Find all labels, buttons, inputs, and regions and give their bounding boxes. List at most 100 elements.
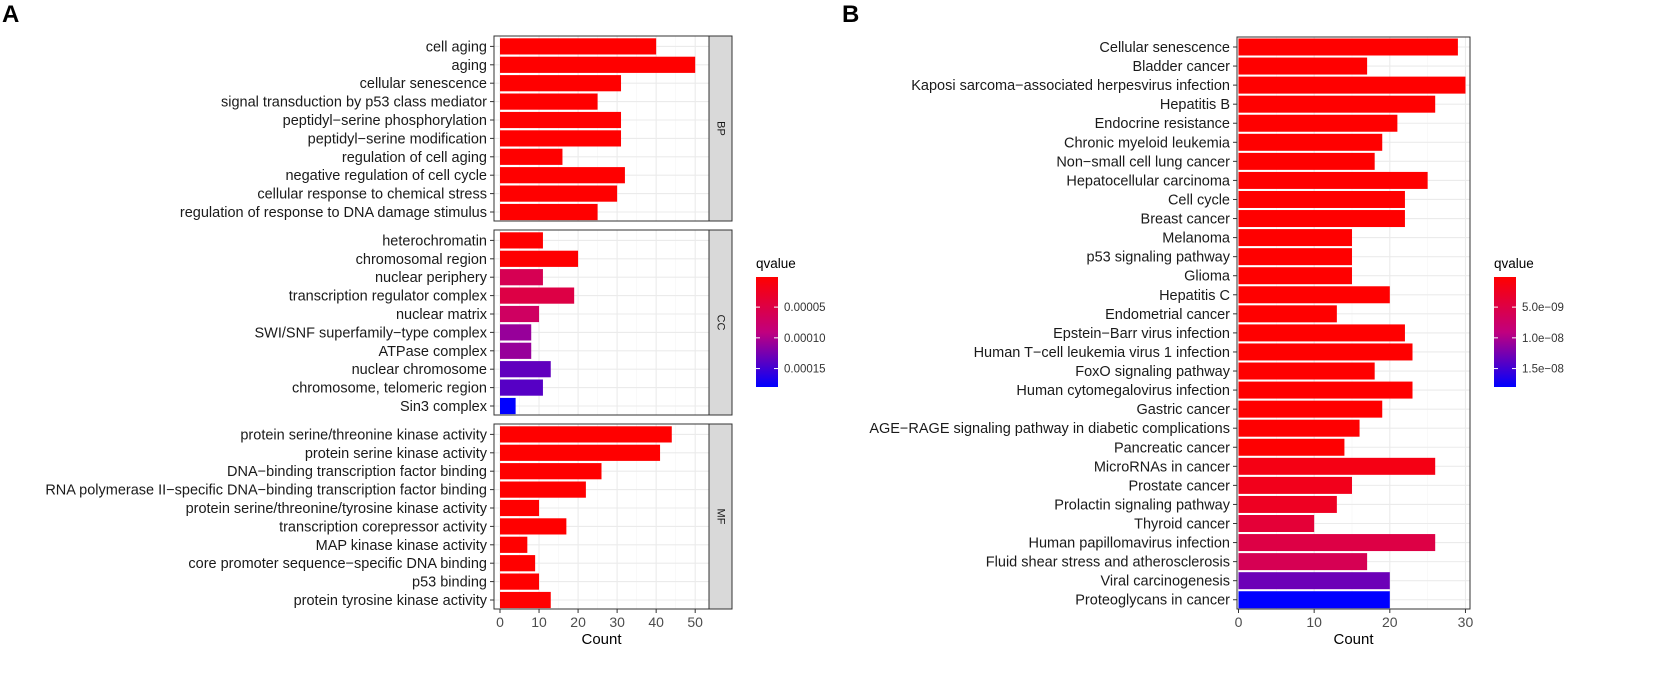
y-tick-label: Epstein−Barr virus infection: [1053, 326, 1230, 342]
bar: [500, 56, 696, 73]
bar: [1238, 534, 1436, 552]
y-tick-label: AGE−RAGE signaling pathway in diabetic c…: [869, 421, 1230, 437]
y-tick-label: MAP kinase kinase activity: [316, 538, 488, 554]
legend-tick-label: 0.00010: [784, 333, 826, 345]
y-tick-label: transcription corepressor activity: [279, 519, 488, 535]
y-tick-label: DNA−binding transcription factor binding: [227, 464, 487, 480]
go-enrichment-plot: cell aging aging cellular senescence signal…: [45, 35, 733, 648]
y-tick-label: Hepatitis B: [1160, 97, 1230, 113]
x-tick-label: 20: [570, 614, 586, 630]
bar: [1238, 305, 1337, 323]
y-tick-label: Human T−cell leukemia virus 1 infection: [974, 345, 1230, 361]
y-tick-label: p53 signaling pathway: [1087, 250, 1231, 266]
plot-panel: [1237, 37, 1470, 609]
legend-tick-label: 1.5e−08: [1522, 364, 1564, 376]
legend-a-colorbar: [756, 277, 778, 387]
y-tick-label: Prolactin signaling pathway: [1054, 497, 1230, 513]
y-tick-label: aging: [452, 58, 487, 74]
bar: [500, 111, 622, 129]
bar: [500, 38, 657, 55]
bar: [500, 203, 598, 221]
y-tick-label: negative regulation of cell cycle: [285, 168, 487, 184]
bar: [1238, 553, 1368, 571]
bar: [1238, 286, 1390, 304]
y-tick-label: Chronic myeloid leukemia: [1064, 135, 1231, 151]
y-tick-label: Hepatocellular carcinoma: [1066, 173, 1231, 189]
panel-label-a: A: [2, 1, 19, 28]
bar: [500, 305, 540, 323]
y-tick-label: Bladder cancer: [1132, 59, 1230, 75]
bar: [1238, 171, 1428, 189]
bar: [1238, 495, 1337, 513]
panel-label-b: B: [842, 1, 859, 28]
bar: [500, 75, 622, 92]
y-tick-label: regulation of response to DNA damage sti…: [180, 205, 487, 221]
x-axis-label: Count: [1333, 631, 1374, 648]
bar: [1238, 457, 1436, 475]
bar: [500, 167, 625, 184]
legend-b-colorbar: [1494, 277, 1516, 387]
bar: [500, 287, 575, 304]
y-tick-label: Human papillomavirus infection: [1029, 536, 1231, 552]
y-tick-label: p53 binding: [412, 575, 487, 591]
y-tick-label: Non−small cell lung cancer: [1056, 154, 1230, 170]
y-tick-label: RNA polymerase II−specific DNA−binding t…: [45, 483, 487, 499]
bar: [500, 499, 540, 517]
bar: [1238, 572, 1390, 590]
bar: [500, 324, 532, 341]
y-tick-label: transcription regulator complex: [289, 289, 488, 305]
bar: [1238, 381, 1413, 399]
facet-strip-label: MF: [715, 509, 727, 525]
x-tick-label: 30: [1458, 614, 1474, 630]
y-tick-label: Gastric cancer: [1137, 402, 1231, 418]
kegg-enrichment-plot: Cellular senescence Bladder cancer Kaposi …: [869, 36, 1474, 648]
bar: [1238, 38, 1458, 56]
bar: [500, 269, 543, 286]
bar: [500, 444, 661, 461]
y-tick-label: protein serine kinase activity: [305, 446, 488, 462]
y-tick-label: Cell cycle: [1168, 192, 1230, 208]
y-tick-label: cellular senescence: [360, 76, 487, 92]
bar: [1238, 267, 1352, 285]
bar: [1238, 210, 1405, 228]
legend-b: qvalue 5.0e−09 1.0e−08 1.5e−08: [1494, 256, 1564, 387]
x-tick-label: 10: [1306, 614, 1322, 630]
bar: [500, 361, 551, 378]
y-tick-label: protein serine/threonine kinase activity: [240, 427, 487, 443]
bar: [1238, 229, 1352, 247]
bar: [1238, 248, 1352, 266]
y-tick-label: MicroRNAs in cancer: [1094, 459, 1230, 475]
bar: [500, 518, 567, 535]
legend-tick-label: 0.00015: [784, 364, 826, 376]
bar: [1238, 57, 1368, 75]
bar: [500, 397, 516, 415]
x-axis-label: Count: [581, 631, 622, 648]
y-tick-label: Kaposi sarcoma−associated herpesvirus in…: [911, 78, 1230, 94]
bar: [1238, 95, 1436, 113]
y-tick-label: protein tyrosine kinase activity: [294, 593, 488, 609]
x-tick-label: 20: [1382, 614, 1398, 630]
bar: [1238, 152, 1375, 170]
legend-tick-label: 0.00005: [784, 302, 826, 314]
bar: [500, 573, 540, 590]
x-tick-label: 30: [609, 614, 625, 630]
bar: [500, 555, 536, 572]
y-tick-label: ATPase complex: [378, 344, 487, 360]
y-tick-label: chromosome, telomeric region: [292, 381, 487, 397]
bar: [1238, 515, 1315, 532]
y-tick-label: cellular response to chemical stress: [257, 187, 487, 203]
facet-strip-label: CC: [715, 315, 727, 331]
y-tick-label: Viral carcinogenesis: [1101, 574, 1231, 590]
bar: [500, 536, 528, 553]
y-tick-label: nuclear chromosome: [352, 362, 487, 378]
y-tick-label: Breast cancer: [1141, 212, 1231, 228]
y-tick-label: Melanoma: [1162, 231, 1231, 247]
bar: [1238, 114, 1398, 132]
y-tick-label: Pancreatic cancer: [1114, 440, 1230, 456]
y-tick-label: heterochromatin: [382, 233, 487, 249]
bar: [500, 93, 598, 110]
bar: [500, 232, 543, 249]
y-tick-label: Sin3 complex: [400, 399, 488, 415]
y-tick-label: cell aging: [426, 39, 487, 55]
